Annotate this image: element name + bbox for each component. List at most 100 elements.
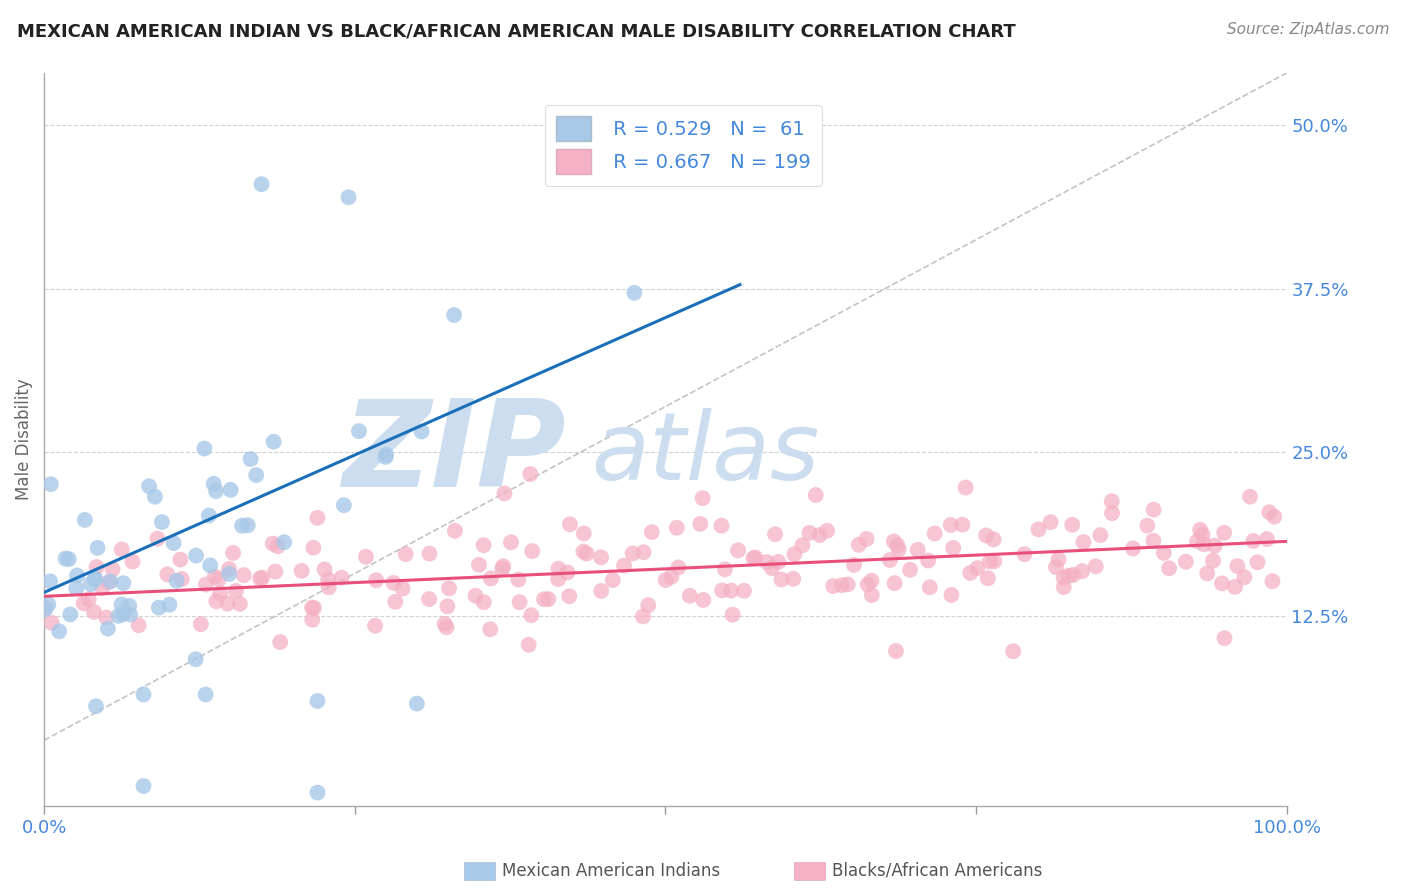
Point bbox=[170, 572, 193, 586]
Point bbox=[1239, 490, 1261, 504]
Point bbox=[193, 442, 215, 456]
Point bbox=[491, 562, 513, 576]
Point bbox=[436, 620, 458, 634]
Point bbox=[250, 177, 273, 191]
Point bbox=[856, 577, 879, 591]
Point bbox=[966, 561, 988, 575]
Point bbox=[96, 610, 118, 624]
Point bbox=[522, 544, 544, 558]
Point bbox=[1174, 555, 1197, 569]
Point bbox=[101, 562, 124, 576]
Point bbox=[886, 538, 908, 552]
Point bbox=[1246, 555, 1268, 569]
Point bbox=[65, 581, 87, 595]
Point bbox=[301, 600, 323, 615]
Point bbox=[138, 479, 160, 493]
Point bbox=[110, 598, 132, 612]
Point bbox=[637, 598, 659, 612]
Point bbox=[468, 558, 491, 572]
Point bbox=[519, 467, 541, 481]
Point bbox=[405, 697, 427, 711]
Point bbox=[808, 528, 831, 542]
Point bbox=[1226, 559, 1249, 574]
Text: Mexican American Indians: Mexican American Indians bbox=[502, 862, 720, 880]
Point bbox=[333, 498, 356, 512]
Point bbox=[983, 554, 1005, 568]
Point bbox=[744, 550, 766, 565]
Point bbox=[572, 526, 595, 541]
Point bbox=[150, 515, 173, 529]
Point bbox=[148, 600, 170, 615]
Point bbox=[1039, 515, 1062, 529]
Point bbox=[112, 576, 135, 591]
Point bbox=[572, 544, 595, 558]
Point bbox=[1084, 559, 1107, 574]
Point bbox=[273, 535, 295, 549]
Point bbox=[508, 573, 530, 587]
Point bbox=[55, 551, 77, 566]
Point bbox=[823, 579, 845, 593]
Point bbox=[100, 574, 122, 589]
Text: Blacks/African Americans: Blacks/African Americans bbox=[832, 862, 1043, 880]
Point bbox=[714, 562, 737, 576]
Point bbox=[591, 550, 613, 565]
Point bbox=[887, 542, 910, 557]
Point bbox=[190, 617, 212, 632]
Point bbox=[121, 555, 143, 569]
Point bbox=[1143, 502, 1166, 516]
Point bbox=[692, 491, 714, 506]
Point bbox=[831, 578, 853, 592]
Point bbox=[66, 568, 89, 582]
Point bbox=[950, 517, 973, 532]
Point bbox=[1122, 541, 1144, 556]
Point bbox=[1052, 570, 1074, 584]
Point bbox=[1204, 539, 1226, 553]
Point bbox=[374, 450, 396, 464]
Point bbox=[162, 536, 184, 550]
Point bbox=[631, 609, 654, 624]
Point bbox=[1045, 560, 1067, 574]
Point bbox=[364, 619, 387, 633]
Point bbox=[111, 542, 134, 557]
Point bbox=[959, 566, 981, 580]
Point bbox=[347, 424, 370, 438]
Point bbox=[330, 571, 353, 585]
Point bbox=[218, 566, 240, 581]
Point bbox=[1233, 570, 1256, 584]
Point bbox=[97, 575, 120, 590]
Point bbox=[146, 532, 169, 546]
Point bbox=[302, 541, 325, 555]
Point bbox=[83, 605, 105, 619]
Point bbox=[222, 546, 245, 560]
Point bbox=[307, 511, 329, 525]
Point bbox=[942, 541, 965, 555]
Point bbox=[225, 583, 247, 598]
Point bbox=[537, 592, 560, 607]
Point bbox=[307, 694, 329, 708]
Point bbox=[202, 476, 225, 491]
Point bbox=[132, 779, 155, 793]
Point bbox=[80, 577, 103, 591]
Point bbox=[770, 573, 793, 587]
Point bbox=[391, 582, 413, 596]
Point bbox=[443, 308, 465, 322]
Point bbox=[918, 580, 941, 594]
Point bbox=[143, 490, 166, 504]
Point bbox=[302, 601, 325, 615]
Point bbox=[433, 616, 456, 631]
Point bbox=[249, 571, 271, 585]
Point bbox=[1101, 506, 1123, 520]
Point bbox=[236, 518, 259, 533]
Point bbox=[245, 468, 267, 483]
Point bbox=[384, 595, 406, 609]
Point bbox=[444, 524, 467, 538]
Point bbox=[799, 525, 821, 540]
Point bbox=[613, 558, 636, 573]
Point bbox=[39, 574, 62, 589]
Point bbox=[479, 571, 502, 585]
Point bbox=[494, 486, 516, 500]
Point bbox=[547, 562, 569, 576]
Point bbox=[264, 565, 287, 579]
Point bbox=[855, 532, 877, 546]
Point bbox=[1202, 554, 1225, 568]
